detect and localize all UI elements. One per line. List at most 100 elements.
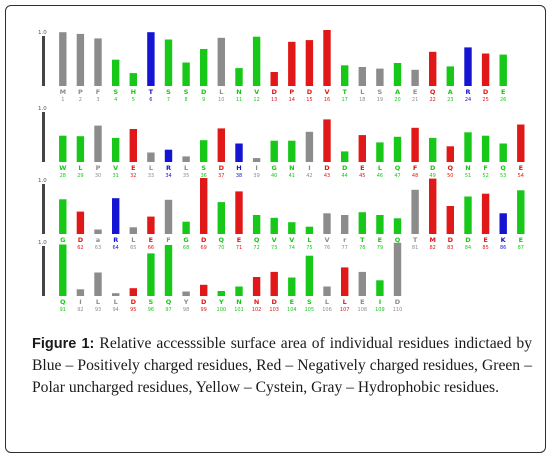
residue-number: 81 — [412, 245, 418, 251]
residue-bar — [323, 286, 331, 296]
residue-bar — [393, 63, 402, 86]
residue-number: 73 — [271, 245, 277, 251]
residue-letter: L — [131, 236, 135, 244]
residue-number: 97 — [165, 307, 171, 313]
residue-number: 70 — [218, 245, 224, 251]
residue-letter: L — [184, 164, 188, 172]
residue-number: 25 — [482, 97, 488, 103]
residue-number: 64 — [113, 245, 119, 251]
residue-letter: E — [149, 236, 153, 244]
residue-number: 65 — [130, 245, 136, 251]
axis-bar — [42, 246, 45, 296]
residue-number: 23 — [447, 97, 453, 103]
residue-bar — [217, 291, 225, 296]
residue-number: 17 — [342, 97, 348, 103]
residue-number: 93 — [95, 307, 101, 313]
residue-bar — [446, 66, 454, 86]
residue-letter: N — [236, 88, 241, 96]
residue-letter: W — [59, 164, 66, 172]
residue-number: 86 — [500, 245, 506, 251]
residue-bar — [164, 39, 173, 86]
residue-bar — [517, 124, 525, 162]
residue-letter: D — [271, 88, 277, 96]
residue-letter: I — [79, 298, 81, 306]
residue-number: 104 — [287, 307, 297, 313]
residue-bar — [358, 67, 366, 86]
residue-letter: D — [219, 164, 225, 172]
figure-caption: Figure 1: Relative accesssible surface a… — [32, 333, 532, 399]
residue-number: 103 — [269, 307, 279, 313]
residue-bar — [464, 132, 472, 162]
residue-letter: L — [149, 164, 153, 172]
residue-letter: D — [324, 164, 330, 172]
residue-number: 110 — [393, 307, 403, 313]
residue-number: 10 — [218, 97, 224, 103]
residue-letter: A — [448, 88, 453, 96]
residue-letter: F — [96, 88, 100, 96]
residue-bar — [147, 216, 155, 234]
residue-bar — [147, 32, 155, 86]
residue-number: 101 — [234, 307, 244, 313]
residue-bar — [235, 191, 243, 234]
residue-number: 29 — [77, 173, 83, 179]
residue-bar — [446, 206, 454, 234]
residue-number: 35 — [183, 173, 189, 179]
residue-letter: D — [78, 236, 84, 244]
residue-bar — [481, 193, 490, 234]
residue-bar — [429, 178, 437, 234]
residue-letter: L — [307, 236, 311, 244]
residue-bar — [252, 158, 261, 162]
residue-number: 50 — [447, 173, 453, 179]
residue-bar — [429, 51, 437, 86]
residue-number: 106 — [322, 307, 332, 313]
residue-bar — [393, 242, 402, 296]
residue-number: 1 — [61, 97, 64, 103]
residue-number: 76 — [324, 245, 330, 251]
residue-letter: N — [465, 164, 470, 172]
residue-letter: M — [429, 236, 435, 244]
residue-letter: P — [78, 88, 83, 96]
residue-number: 40 — [271, 173, 277, 179]
residue-number: 24 — [465, 97, 471, 103]
residue-bar — [411, 69, 419, 86]
residue-bar — [94, 272, 102, 296]
residue-bar — [288, 140, 296, 162]
residue-letter: E — [131, 164, 135, 172]
residue-number: 16 — [324, 97, 330, 103]
residue-number: 31 — [113, 173, 119, 179]
residue-number: 99 — [201, 307, 207, 313]
residue-bar — [288, 41, 296, 86]
residue-number: 42 — [306, 173, 312, 179]
residue-letter: D — [465, 236, 471, 244]
residue-letter: E — [501, 88, 505, 96]
residue-bar — [217, 202, 225, 234]
residue-bar — [499, 54, 507, 86]
residue-letter: L — [96, 298, 100, 306]
residue-number: 84 — [465, 245, 471, 251]
residue-number: 75 — [306, 245, 312, 251]
residue-number: 69 — [201, 245, 207, 251]
residue-letter: R — [465, 88, 470, 96]
residue-letter: G — [272, 164, 277, 172]
residue-number: 62 — [77, 245, 83, 251]
residue-bar — [200, 284, 208, 296]
residue-bar — [129, 288, 137, 296]
residue-letter: E — [519, 164, 523, 172]
residue-number: 11 — [236, 97, 242, 103]
residue-number: 28 — [60, 173, 66, 179]
residue-bar — [76, 33, 85, 86]
residue-letter: S — [166, 88, 171, 96]
residue-number: 79 — [377, 245, 383, 251]
residue-bar — [323, 119, 331, 162]
residue-number: 91 — [60, 307, 66, 313]
residue-letter: D — [201, 236, 207, 244]
residue-number: 85 — [482, 245, 488, 251]
residue-letter: L — [343, 298, 347, 306]
residue-number: 3 — [96, 97, 99, 103]
residue-number: 92 — [77, 307, 83, 313]
residue-number: 68 — [183, 245, 189, 251]
axis-bar — [42, 184, 45, 234]
residue-letter: D — [201, 88, 207, 96]
residue-number: 83 — [447, 245, 453, 251]
residue-number: 77 — [342, 245, 348, 251]
